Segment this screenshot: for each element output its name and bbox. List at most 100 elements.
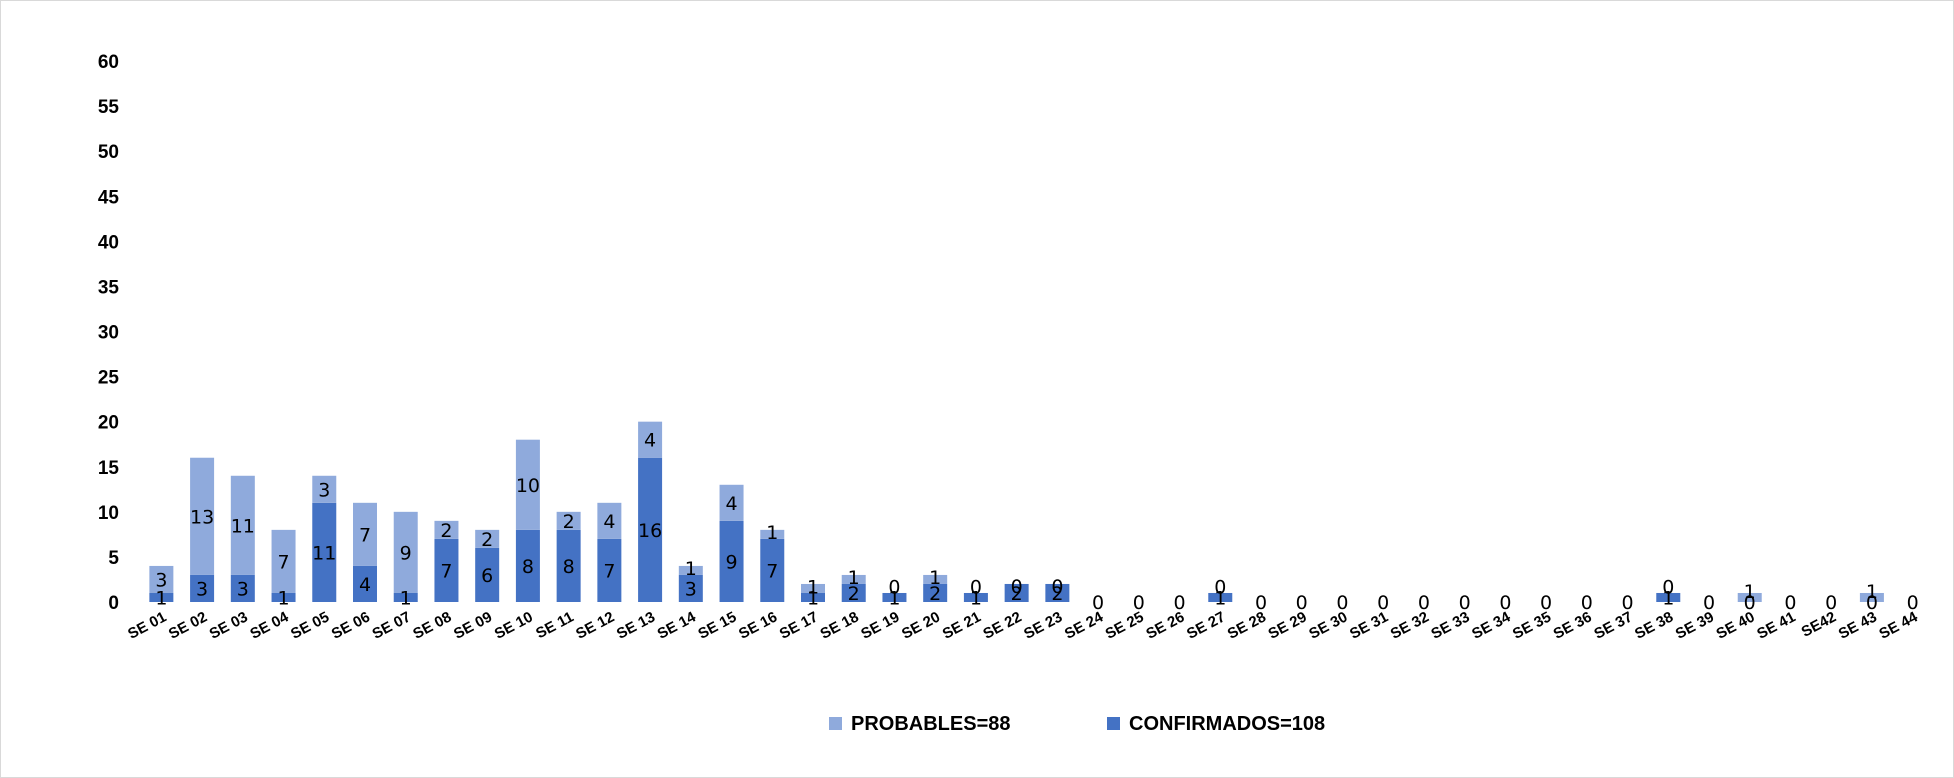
x-tick-label: SE 29: [1266, 609, 1310, 643]
bar-confirmados: [963, 592, 988, 602]
x-tick-label: SE 25: [1103, 609, 1147, 643]
x-tick-label: SE 13: [614, 609, 658, 643]
x-tick-label: SE 11: [533, 609, 576, 643]
data-label-probables: 1: [685, 558, 697, 580]
y-tick-label: 60: [98, 52, 119, 73]
x-tick-label: SE 03: [207, 609, 251, 643]
bar-probables: [556, 511, 581, 530]
data-label-confirmados: 0: [1296, 592, 1308, 614]
x-tick-label: SE 10: [492, 609, 536, 643]
data-label-confirmados: 7: [766, 560, 778, 582]
x-tick-label: SE 18: [818, 609, 862, 643]
y-tick-label: 45: [98, 187, 120, 208]
bar-confirmados: [353, 565, 377, 602]
x-tick-label: SE 28: [1225, 609, 1269, 643]
bar-confirmados: [271, 592, 296, 602]
x-tick-label: SE 38: [1632, 609, 1676, 643]
y-tick-label: 10: [98, 503, 119, 524]
data-label-probables: 0: [970, 576, 982, 598]
bar-probables: [475, 529, 500, 548]
data-label-probables: 13: [190, 506, 214, 528]
x-tick-label: SE 41: [1754, 609, 1798, 643]
bar-confirmados: [230, 574, 255, 602]
bar-probables: [597, 502, 622, 539]
bar-probables: [353, 502, 377, 566]
x-tick-label: SE 02: [166, 609, 210, 643]
x-tick-label: SE 17: [777, 609, 821, 643]
data-label-confirmados: 0: [1907, 592, 1919, 614]
data-label-confirmados: 3: [685, 578, 697, 600]
bar-confirmados: [1208, 592, 1233, 602]
x-tick-label: SE 14: [655, 608, 700, 643]
data-label-probables: 1: [1744, 581, 1756, 603]
x-tick-label: SE 21: [940, 609, 984, 643]
data-label-confirmados: 0: [1133, 592, 1145, 614]
data-label-confirmados: 3: [196, 578, 208, 600]
bar-confirmados: [1004, 583, 1029, 602]
x-tick-label: SE 19: [858, 609, 902, 643]
y-tick-label: 25: [98, 368, 120, 389]
bar-probables: [719, 484, 744, 521]
data-label-confirmados: 0: [1825, 592, 1837, 614]
x-tick-label: SE 37: [1591, 609, 1635, 643]
bar-probables: [678, 565, 703, 575]
data-label-confirmados: 1: [277, 587, 289, 609]
y-tick-label: 50: [98, 142, 119, 163]
data-label-confirmados: 0: [1459, 592, 1471, 614]
x-tick-label: SE 33: [1428, 609, 1472, 643]
x-tick-label: SE 35: [1510, 609, 1554, 643]
data-label-probables: 4: [603, 511, 615, 533]
data-label-confirmados: 16: [638, 520, 662, 542]
data-label-confirmados: 2: [848, 583, 860, 605]
bar-confirmados: [475, 547, 500, 602]
x-tick-label: SE 32: [1388, 609, 1432, 643]
x-tick-label: SE 26: [1143, 609, 1187, 643]
data-label-confirmados: 0: [1377, 592, 1389, 614]
data-label-probables: 9: [400, 542, 412, 564]
data-label-probables: 1: [1866, 581, 1878, 603]
data-label-probables: 0: [1051, 576, 1063, 598]
legend-label: CONFIRMADOS=108: [1129, 713, 1325, 735]
x-tick-label: SE 34: [1469, 608, 1514, 643]
x-tick-label: SE 08: [410, 609, 454, 643]
bar-confirmados: [556, 529, 581, 602]
data-label-confirmados: 1: [400, 587, 412, 609]
data-label-probables: 3: [155, 569, 167, 591]
x-tick-label: SE 27: [1184, 609, 1228, 643]
bar-probables: [149, 565, 174, 593]
bar-probables: [230, 475, 255, 575]
x-tick-label: SE 04: [247, 608, 292, 643]
x-tick-label: SE 20: [899, 609, 943, 643]
data-label-confirmados: 0: [1336, 592, 1348, 614]
bar-confirmados: [434, 538, 459, 602]
bar-probables: [515, 439, 540, 530]
data-label-confirmados: 9: [725, 551, 737, 573]
x-tick-label: SE 09: [451, 609, 495, 643]
data-label-confirmados: 1: [1214, 587, 1226, 609]
data-label-confirmados: 1: [1662, 587, 1674, 609]
bar-probables: [841, 574, 866, 584]
x-tick-label: SE 06: [329, 609, 373, 643]
data-label-confirmados: 0: [1744, 592, 1756, 614]
data-label-confirmados: 1: [807, 587, 819, 609]
data-label-confirmados: 0: [1499, 592, 1511, 614]
data-label-probables: 2: [440, 520, 452, 542]
x-tick-label: SE 36: [1551, 609, 1595, 643]
data-label-confirmados: 6: [481, 565, 493, 587]
data-label-confirmados: 0: [1540, 592, 1552, 614]
bar-confirmados: [801, 592, 825, 602]
data-label-confirmados: 0: [1703, 592, 1715, 614]
data-label-confirmados: 0: [1621, 592, 1633, 614]
x-tick-label: SE 40: [1714, 609, 1758, 643]
x-tick-label: SE 01: [125, 609, 169, 643]
data-label-confirmados: 0: [1255, 592, 1267, 614]
data-label-confirmados: 11: [312, 542, 336, 564]
data-label-confirmados: 1: [155, 587, 167, 609]
data-label-confirmados: 7: [440, 560, 452, 582]
bar-confirmados: [678, 574, 703, 602]
y-tick-label: 30: [98, 323, 119, 344]
data-label-probables: 0: [1214, 576, 1226, 598]
y-tick-label: 5: [108, 548, 119, 569]
